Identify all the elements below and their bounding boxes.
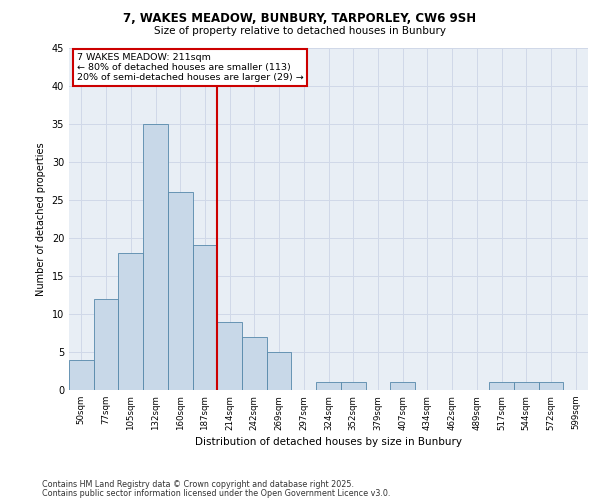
Bar	[168, 192, 193, 390]
Bar	[539, 382, 563, 390]
Text: Size of property relative to detached houses in Bunbury: Size of property relative to detached ho…	[154, 26, 446, 36]
Bar	[193, 246, 217, 390]
Y-axis label: Number of detached properties: Number of detached properties	[36, 142, 46, 296]
X-axis label: Distribution of detached houses by size in Bunbury: Distribution of detached houses by size …	[195, 436, 462, 446]
Bar	[267, 352, 292, 390]
Bar	[69, 360, 94, 390]
Bar	[143, 124, 168, 390]
Bar	[118, 253, 143, 390]
Bar	[316, 382, 341, 390]
Text: Contains HM Land Registry data © Crown copyright and database right 2025.: Contains HM Land Registry data © Crown c…	[42, 480, 354, 489]
Bar	[341, 382, 365, 390]
Bar	[242, 336, 267, 390]
Bar	[390, 382, 415, 390]
Bar	[94, 298, 118, 390]
Text: 7, WAKES MEADOW, BUNBURY, TARPORLEY, CW6 9SH: 7, WAKES MEADOW, BUNBURY, TARPORLEY, CW6…	[124, 12, 476, 26]
Bar	[489, 382, 514, 390]
Bar	[514, 382, 539, 390]
Bar	[217, 322, 242, 390]
Text: 7 WAKES MEADOW: 211sqm
← 80% of detached houses are smaller (113)
20% of semi-de: 7 WAKES MEADOW: 211sqm ← 80% of detached…	[77, 52, 304, 82]
Text: Contains public sector information licensed under the Open Government Licence v3: Contains public sector information licen…	[42, 488, 391, 498]
